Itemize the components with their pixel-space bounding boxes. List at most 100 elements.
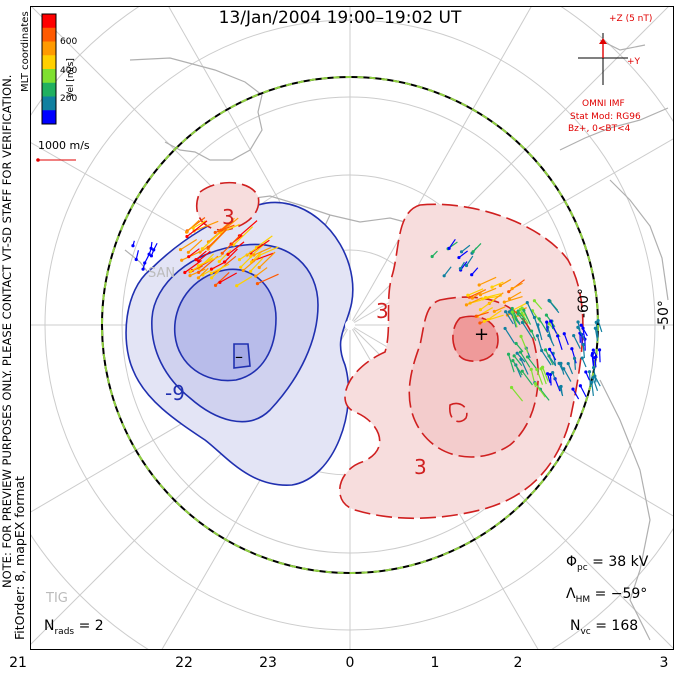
stat-lambda-hm: ΛHM = −59°: [566, 586, 648, 605]
velocity-vector: [461, 244, 471, 253]
velocity-vector-origin: [525, 301, 529, 305]
velocity-vector: [582, 344, 585, 359]
velocity-vector-origin: [529, 367, 533, 371]
velocity-vector-origin: [186, 250, 190, 254]
velocity-vector-origin: [590, 351, 595, 356]
velocity-vector: [520, 358, 529, 375]
velocity-vector-origin: [254, 274, 258, 278]
velocity-vector-origin: [587, 370, 592, 374]
velocity-vector: [581, 357, 587, 368]
velocity-vector-origin: [241, 268, 245, 273]
colorbar-tick-600: 600: [60, 37, 78, 47]
velocity-vector-origin: [141, 267, 145, 271]
mlt-label-23: 23: [259, 655, 277, 671]
velocity-vector-origin: [549, 319, 553, 323]
pos-contour-island: [195, 181, 260, 231]
velocity-vector-origin: [532, 299, 537, 303]
velocity-vector-origin: [478, 308, 483, 312]
velocity-vector-origin: [566, 361, 570, 366]
velocity-vector: [520, 336, 529, 354]
velocity-vector-origin: [149, 254, 153, 258]
velocity-vector-origin: [213, 283, 218, 287]
velocity-vector-origin: [510, 286, 514, 291]
pos-contour-small: [449, 402, 468, 423]
stat-phi-pc: Φpc = 38 kV: [566, 554, 649, 573]
velocity-vector: [523, 310, 531, 325]
velocity-vector-origin: [185, 234, 189, 239]
velocity-vector: [515, 343, 524, 353]
velocity-vector-origin: [593, 355, 597, 360]
velocity-vector-origin: [189, 269, 193, 274]
velocity-vector-origin: [572, 334, 576, 338]
velocity-vector-origin: [457, 255, 461, 260]
velocity-vector-origin: [597, 348, 602, 352]
velocity-vector-origin: [545, 372, 550, 376]
velocity-vector: [511, 387, 524, 402]
velocity-vector-origin: [464, 263, 469, 268]
velocity-vector: [195, 250, 207, 261]
velocity-vector: [526, 302, 535, 318]
velocity-vector: [184, 260, 202, 273]
velocity-vector: [536, 335, 543, 352]
velocity-vector-origin: [232, 243, 236, 247]
velocity-vector: [597, 320, 603, 333]
velocity-vector-origin: [518, 350, 523, 354]
velocity-vector-origin: [516, 312, 520, 316]
velocity-vector-origin: [152, 248, 156, 252]
velocity-vector-origin: [206, 245, 210, 249]
velocity-vector-origin: [529, 329, 534, 333]
velocity-vector: [259, 246, 279, 256]
velocity-vector: [218, 249, 232, 263]
velocity-vector-origin: [502, 300, 506, 304]
velocity-vector-origin: [255, 282, 260, 286]
velocity-vector-origin: [506, 352, 511, 356]
velocity-vector-origin: [470, 273, 474, 277]
velocity-vector: [577, 327, 586, 341]
colorbar-swatch: [42, 69, 56, 84]
velocity-vector: [494, 306, 506, 312]
velocity-vector: [549, 349, 557, 361]
velocity-vector: [472, 243, 482, 253]
velocity-vector: [239, 247, 258, 261]
velocity-vector-origin: [511, 359, 515, 363]
velocity-vector: [221, 235, 241, 254]
velocity-vector-origin: [593, 326, 597, 330]
velocity-vector: [548, 335, 555, 347]
velocity-vector: [549, 374, 552, 386]
velocity-vector-origin: [570, 347, 574, 351]
colorbar-swatch: [42, 110, 56, 125]
mlt-label-22: 22: [175, 655, 193, 671]
colorbar-tick-200: 200: [60, 94, 78, 104]
pos-contour-mid: [408, 296, 539, 458]
velocity-vector-origin: [134, 257, 138, 262]
colorbar-swatch: [42, 27, 56, 42]
mlt-label-1: 1: [430, 655, 440, 671]
velocity-vector: [517, 310, 526, 321]
velocity-vector-origin: [584, 370, 588, 374]
velocity-vector-origin: [547, 333, 551, 338]
velocity-vector: [180, 239, 198, 251]
imf-by-label: +Y: [627, 57, 641, 67]
velocity-vector-origin: [198, 250, 202, 254]
lambda-hm-value: −59°: [610, 586, 648, 602]
velocity-vector: [594, 375, 601, 387]
velocity-vector-origin: [194, 258, 198, 262]
velocity-vector-origin: [515, 351, 519, 355]
velocity-vector: [573, 335, 581, 349]
velocity-vector: [480, 287, 497, 296]
velocity-vector: [239, 220, 258, 237]
velocity-vector-origin: [539, 367, 543, 371]
velocity-vector-origin: [252, 253, 256, 257]
velocity-vector-origin: [492, 309, 496, 314]
velocity-vector: [531, 330, 537, 341]
velocity-vector: [478, 276, 497, 286]
velocity-vector-origin: [533, 382, 538, 386]
velocity-vector-origin: [470, 296, 474, 300]
lat-label-50: -50°: [656, 300, 672, 330]
velocity-vector: [567, 363, 574, 375]
velocity-vector-origin: [209, 271, 213, 275]
contour-label-3-top: 3: [222, 205, 235, 229]
velocity-vector-origin: [558, 385, 562, 389]
velocity-vector: [546, 373, 551, 384]
velocity-vector: [487, 310, 502, 321]
